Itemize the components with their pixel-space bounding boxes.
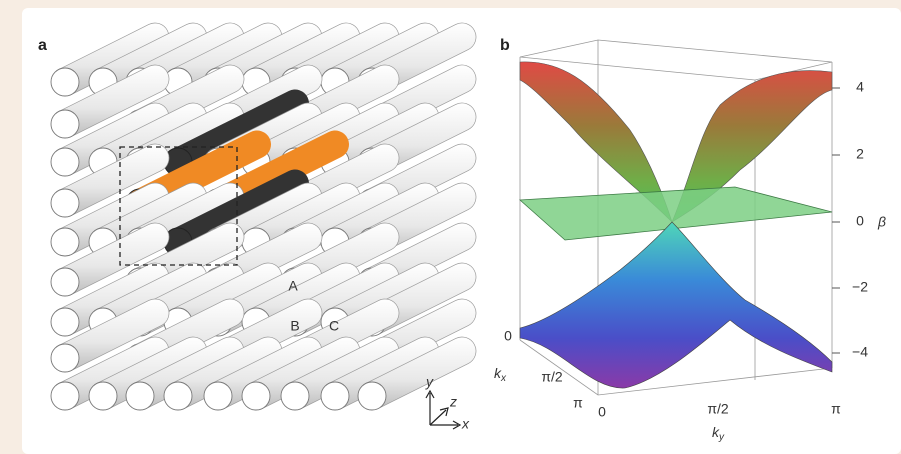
- tick-label: π: [831, 401, 841, 417]
- rod-end: [89, 382, 117, 410]
- rod-end: [126, 382, 154, 410]
- rod-end: [358, 382, 386, 410]
- rod-end: [164, 382, 192, 410]
- axis-label: x: [461, 416, 470, 432]
- rod-end: [242, 382, 270, 410]
- figure: a A B C y z x b β 0 π/2 π kx 0 π/2 π ky …: [0, 0, 901, 454]
- rod-end: [281, 382, 309, 410]
- tick-label: −2: [852, 279, 868, 295]
- tick-label: 4: [856, 79, 864, 95]
- rod-end: [51, 189, 79, 217]
- axis-label: z: [449, 394, 457, 410]
- rod-end: [51, 344, 79, 372]
- axis-label-sub: x: [500, 373, 507, 384]
- tick-label: 2: [856, 146, 864, 162]
- rod-end: [51, 268, 79, 296]
- tick-label: π/2: [541, 369, 563, 385]
- rod-end: [321, 382, 349, 410]
- panel-label: a: [38, 37, 47, 54]
- panel-label: b: [500, 37, 510, 54]
- axis-label: β: [877, 214, 886, 230]
- rod-label: C: [329, 318, 339, 334]
- rod-end: [51, 68, 79, 96]
- rod-label: A: [288, 278, 298, 294]
- tick-label: π: [573, 395, 583, 411]
- rod-label: B: [290, 318, 299, 334]
- rod-end: [51, 382, 79, 410]
- axis-label: y: [425, 374, 434, 390]
- rod-end: [51, 228, 79, 256]
- tick-label: −4: [852, 344, 868, 360]
- tick-label: 0: [598, 404, 606, 420]
- rod-end: [51, 110, 79, 138]
- rod-end: [51, 308, 79, 336]
- tick-label: 0: [856, 213, 864, 229]
- tick-label: 0: [504, 328, 512, 344]
- axis-label-sub: y: [718, 432, 725, 443]
- rod-end: [51, 148, 79, 176]
- rod-end: [204, 382, 232, 410]
- tick-label: π/2: [707, 401, 729, 417]
